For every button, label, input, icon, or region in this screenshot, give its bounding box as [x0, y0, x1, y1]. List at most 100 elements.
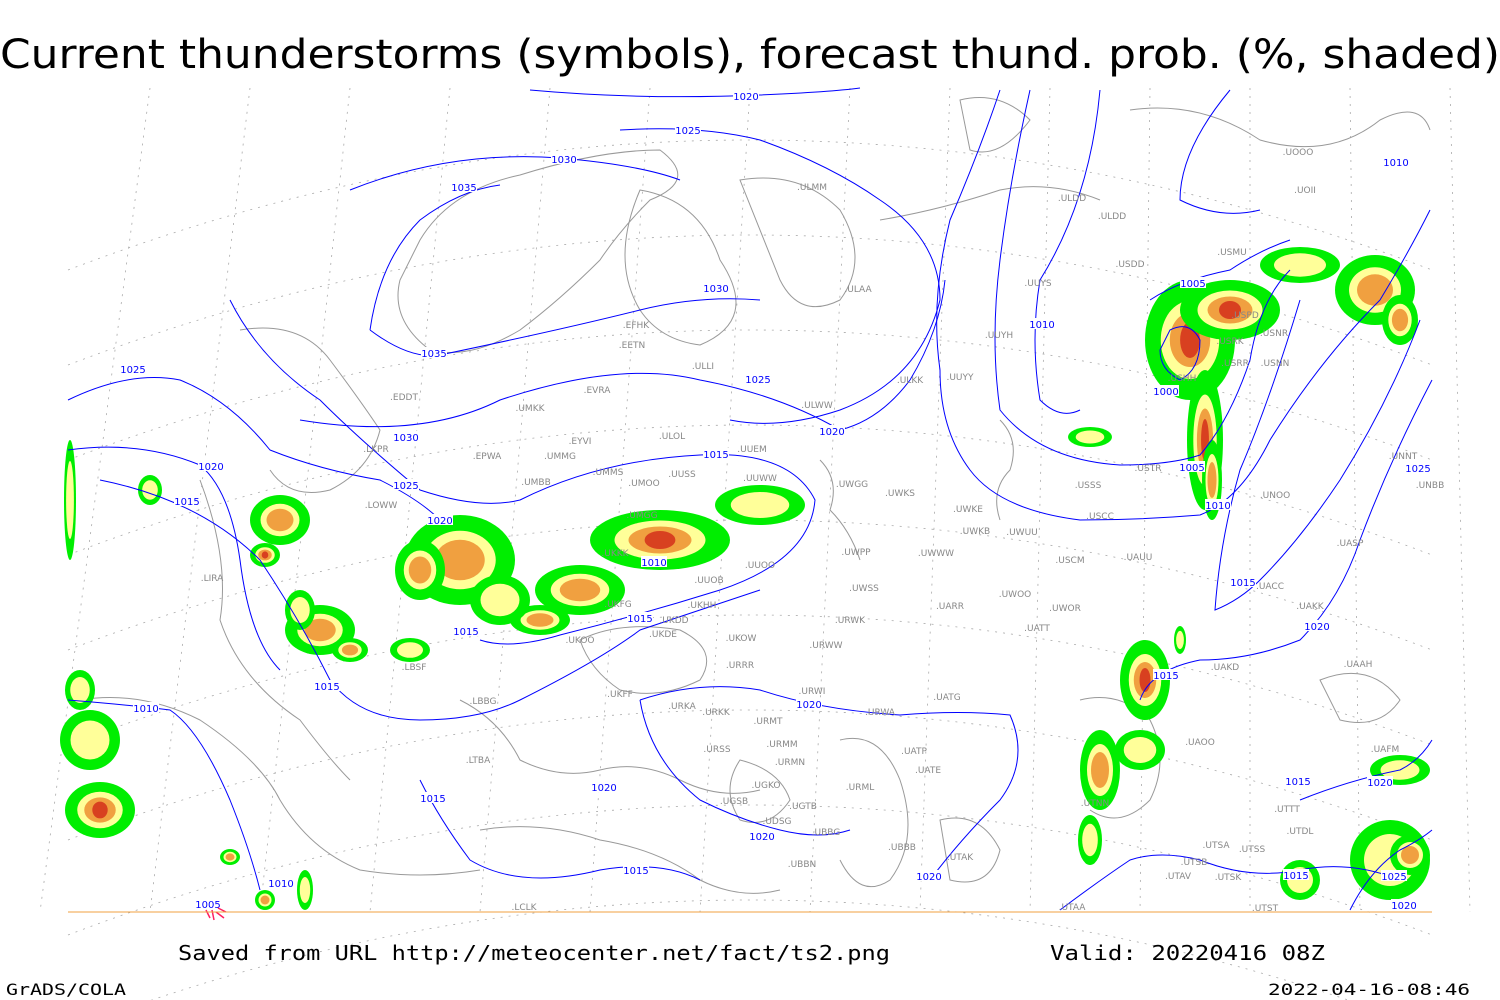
- isobar-line: [1299, 739, 1433, 801]
- isobar-label-bg: [819, 425, 845, 436]
- isobar-label-bg: [675, 124, 701, 135]
- isobar-label-bg: [120, 363, 146, 374]
- station-label: .EPWA: [473, 452, 502, 462]
- software-credit: GrADS/COLA: [6, 980, 126, 999]
- isobar-label: 1005: [195, 900, 220, 911]
- isobar-label: 1015: [453, 627, 478, 638]
- isobar-label: 1015: [627, 614, 652, 625]
- isobar-line: [1159, 326, 1201, 381]
- station-label: .UTNN: [1081, 799, 1109, 809]
- station-label: .UTAA: [1059, 903, 1087, 913]
- isobar-label: 1000: [1153, 387, 1178, 398]
- coastline: [996, 419, 1014, 521]
- meridian-line: [1139, 87, 1151, 913]
- station-label: .URWK: [835, 616, 866, 626]
- isobar-line: [99, 479, 761, 721]
- isobar-label-bg: [453, 625, 479, 636]
- isobar-label: 1020: [591, 783, 616, 794]
- station-label: .UAUU: [1124, 553, 1153, 563]
- storm-probability-area: [64, 440, 76, 560]
- station-label: .UNNT: [1389, 452, 1418, 462]
- station-label: .UUOO: [745, 561, 775, 571]
- isobar-label: 1015: [420, 794, 445, 805]
- station-label: .ULMM: [797, 183, 827, 193]
- isobar-label: 1010: [641, 558, 666, 569]
- coastline: [239, 327, 381, 493]
- station-label: .UWKE: [953, 505, 983, 515]
- station-label: .ULDD: [1098, 212, 1126, 222]
- storm-probability-area: [1382, 295, 1418, 345]
- isobar-label-bg: [1153, 385, 1179, 396]
- station-label: .ULLI: [692, 362, 714, 372]
- storm-probability-area: [1180, 280, 1280, 340]
- isobar-line: [639, 686, 1019, 881]
- isobar-label-bg: [703, 282, 729, 293]
- storm-probability-area: [1068, 427, 1112, 447]
- station-label: .UUSS: [668, 470, 696, 480]
- station-label: .UTSK: [1215, 873, 1243, 883]
- storm-probability-area: [60, 710, 120, 770]
- isobar-label: 1020: [796, 700, 821, 711]
- isobar-label: 1015: [1153, 671, 1178, 682]
- station-label: .URKA: [668, 702, 696, 712]
- isobar-label: 1015: [1285, 777, 1310, 788]
- station-label: .UBBG: [812, 828, 841, 838]
- isobar-label: 1020: [749, 832, 774, 843]
- isobar-label-bg: [451, 181, 477, 192]
- isobar-line: [639, 699, 851, 836]
- station-label: .USTR: [1135, 464, 1162, 474]
- meridian-line: [1029, 87, 1051, 913]
- station-label: .USRK: [1216, 337, 1244, 347]
- station-label: .UTST: [1252, 904, 1279, 914]
- isobar-label: 1035: [451, 183, 476, 194]
- station-label: .LTBA: [466, 756, 491, 766]
- coastline: [79, 697, 481, 876]
- station-label: .UUWW: [743, 474, 777, 484]
- coastline: [624, 189, 737, 346]
- coastline: [879, 97, 1101, 221]
- isobar-label-bg: [393, 431, 419, 442]
- storm-probability-area: [395, 540, 445, 600]
- storm-probability-area: [1080, 730, 1120, 810]
- storm-probability-area: [65, 782, 135, 838]
- station-label: .UMMG: [544, 452, 576, 462]
- isobar-labels: 1020 1025 1030 1035 1035 1030 1025 1020 1030 1025…: [120, 90, 1431, 912]
- station-label: .ULWW: [801, 401, 833, 411]
- station-label: .UNBB: [1416, 481, 1445, 491]
- station-label: .UMMS: [593, 468, 624, 478]
- isobar-label-bg: [1304, 620, 1330, 631]
- isobar-label: 1025: [393, 481, 418, 492]
- isobar-label: 1025: [1405, 464, 1430, 475]
- isobar-label: 1010: [1029, 320, 1054, 331]
- lat-lon-grid: [39, 87, 1471, 1000]
- isobar-label: 1030: [703, 284, 728, 295]
- station-label: .USNN: [1261, 359, 1290, 369]
- station-label: .UWWW: [918, 549, 954, 559]
- isobar-label-bg: [174, 495, 200, 506]
- station-label: .UAOO: [1185, 738, 1215, 748]
- coastline: [459, 699, 761, 794]
- storm-probability-area: [715, 485, 805, 525]
- storm-probability-area: [138, 475, 162, 505]
- station-label: .URMN: [775, 758, 805, 768]
- isobar-label-bg: [1205, 499, 1231, 510]
- isobar-label-bg: [1283, 869, 1309, 880]
- station-label: .UMBB: [521, 478, 551, 488]
- station-label: .ULOL: [659, 432, 685, 442]
- station-label: .URWI: [799, 687, 826, 697]
- station-label: .USRR: [1221, 359, 1249, 369]
- station-label: .UWPP: [841, 548, 871, 558]
- generated-timestamp: 2022-04-16-08:46: [1268, 980, 1470, 999]
- isobar-label: 1025: [745, 375, 770, 386]
- station-label: .USPD: [1231, 311, 1259, 321]
- station-label: .UKOW: [726, 634, 757, 644]
- storm-probability-area: [590, 510, 730, 570]
- storm-probability-area: [1120, 640, 1170, 720]
- station-label: .UMKK: [515, 404, 545, 414]
- station-label: .UATT: [1024, 624, 1050, 634]
- storm-probability-area: [255, 890, 275, 910]
- station-label: .ULDD: [1058, 194, 1086, 204]
- isobar-line: [1179, 89, 1261, 214]
- isobar-label-bg: [1180, 277, 1206, 288]
- station-label: .UWSS: [849, 584, 879, 594]
